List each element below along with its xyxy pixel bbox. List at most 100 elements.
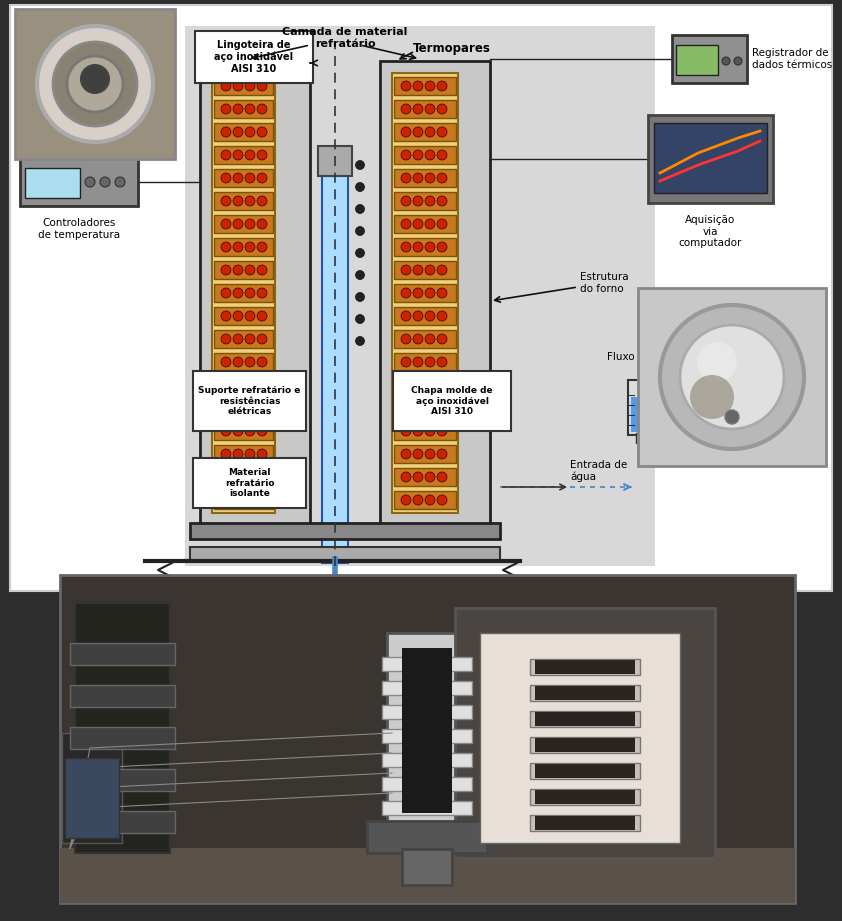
Bar	[185, 26, 655, 566]
Bar	[214, 238, 273, 256]
Bar	[394, 376, 456, 394]
Bar	[394, 284, 456, 302]
Circle shape	[425, 150, 435, 160]
Circle shape	[257, 150, 267, 160]
Circle shape	[233, 265, 243, 275]
Circle shape	[221, 334, 231, 344]
Bar	[212, 73, 275, 513]
Bar	[214, 169, 273, 187]
Bar	[530, 659, 640, 675]
Circle shape	[413, 127, 423, 137]
Circle shape	[401, 150, 411, 160]
Circle shape	[401, 426, 411, 436]
Circle shape	[437, 219, 447, 229]
Circle shape	[257, 357, 267, 367]
Circle shape	[401, 334, 411, 344]
Bar	[654, 123, 767, 193]
Bar	[214, 307, 273, 325]
Bar	[394, 146, 456, 164]
Bar	[322, 176, 348, 563]
Circle shape	[221, 104, 231, 114]
Bar	[20, 158, 138, 206]
Circle shape	[425, 426, 435, 436]
Circle shape	[401, 104, 411, 114]
Circle shape	[401, 196, 411, 206]
Circle shape	[257, 334, 267, 344]
Circle shape	[257, 219, 267, 229]
Bar	[75, 603, 170, 853]
Circle shape	[437, 104, 447, 114]
Bar	[214, 330, 273, 348]
Bar	[394, 445, 456, 463]
Circle shape	[425, 81, 435, 91]
Circle shape	[401, 288, 411, 298]
Circle shape	[245, 403, 255, 413]
Bar	[214, 192, 273, 210]
Circle shape	[233, 242, 243, 252]
Circle shape	[413, 196, 423, 206]
Bar	[214, 77, 273, 95]
Circle shape	[437, 265, 447, 275]
Bar	[455, 608, 715, 858]
Text: Saída de água: Saída de água	[308, 585, 397, 595]
Bar	[70, 811, 175, 833]
Circle shape	[355, 160, 365, 169]
Bar	[214, 399, 273, 417]
Circle shape	[425, 380, 435, 390]
Text: Suporte refratário e
resistências
elétricas: Suporte refratário e resistências elétri…	[199, 386, 301, 416]
Circle shape	[233, 104, 243, 114]
Circle shape	[257, 173, 267, 183]
Bar	[394, 399, 456, 417]
Bar	[535, 764, 635, 778]
Bar	[214, 491, 273, 509]
Bar	[15, 9, 175, 159]
Bar	[70, 643, 175, 665]
Circle shape	[67, 56, 123, 112]
Bar	[60, 848, 795, 903]
Circle shape	[245, 495, 255, 505]
Circle shape	[425, 265, 435, 275]
Circle shape	[437, 449, 447, 459]
Circle shape	[437, 127, 447, 137]
Bar	[214, 215, 273, 233]
Circle shape	[245, 150, 255, 160]
Circle shape	[221, 81, 231, 91]
Circle shape	[233, 426, 243, 436]
Bar	[394, 468, 456, 486]
Bar	[394, 77, 456, 95]
Circle shape	[233, 288, 243, 298]
Circle shape	[425, 472, 435, 482]
Bar	[394, 307, 456, 325]
Circle shape	[245, 357, 255, 367]
Circle shape	[437, 403, 447, 413]
Bar	[394, 330, 456, 348]
Circle shape	[413, 311, 423, 321]
Circle shape	[245, 288, 255, 298]
Circle shape	[221, 288, 231, 298]
Bar	[382, 801, 472, 815]
Circle shape	[413, 357, 423, 367]
Circle shape	[437, 196, 447, 206]
Circle shape	[355, 336, 365, 345]
Bar	[214, 100, 273, 118]
Circle shape	[437, 495, 447, 505]
Bar	[25, 168, 80, 198]
Circle shape	[233, 495, 243, 505]
Circle shape	[221, 150, 231, 160]
Circle shape	[257, 495, 267, 505]
Circle shape	[355, 227, 365, 236]
Bar	[638, 288, 826, 466]
Bar	[200, 61, 310, 531]
Circle shape	[245, 334, 255, 344]
Circle shape	[221, 380, 231, 390]
Circle shape	[245, 196, 255, 206]
Circle shape	[257, 472, 267, 482]
Bar	[535, 790, 635, 804]
Circle shape	[221, 426, 231, 436]
Circle shape	[257, 242, 267, 252]
Circle shape	[221, 173, 231, 183]
Circle shape	[413, 150, 423, 160]
Circle shape	[233, 334, 243, 344]
Circle shape	[245, 173, 255, 183]
Text: Entrada de
água: Entrada de água	[570, 460, 627, 482]
